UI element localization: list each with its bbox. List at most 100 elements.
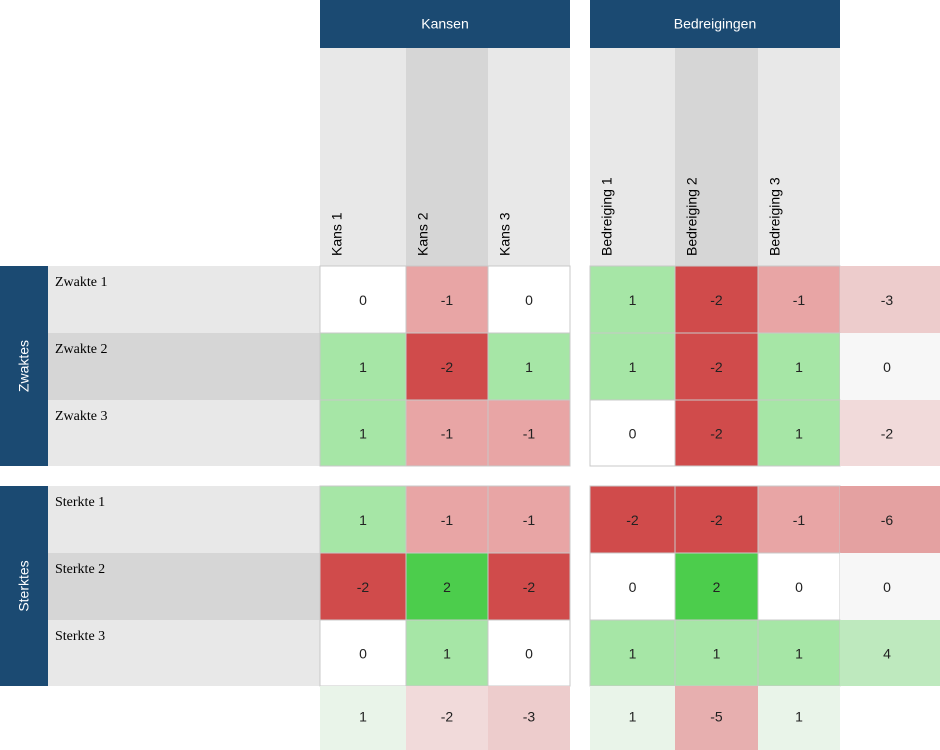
row-total-cell (840, 333, 940, 400)
row-total-cell (840, 400, 940, 466)
score-cell (319, 399, 407, 467)
score-value: 1 (629, 646, 637, 662)
column-total-cell (488, 686, 570, 750)
score-value: -2 (710, 292, 723, 308)
score-cell (674, 265, 759, 334)
column-group-title: Bedreigingen (674, 16, 757, 32)
score-cell (757, 552, 841, 621)
score-cell (589, 332, 676, 401)
score-cell (589, 265, 676, 334)
row-total: -3 (881, 292, 894, 308)
score-cell (757, 265, 841, 334)
row-header (48, 266, 320, 333)
column-total: -5 (710, 709, 723, 725)
score-cell (487, 552, 571, 621)
column-group-header (320, 0, 570, 48)
column-total: -2 (441, 709, 454, 725)
row-total: 4 (883, 646, 891, 662)
column-header (488, 48, 570, 266)
column-header (406, 48, 488, 266)
column-total-cell (675, 686, 758, 750)
column-total: 1 (629, 709, 637, 725)
score-value: -1 (441, 512, 454, 528)
row-total-cell (840, 266, 940, 333)
column-label: Kans 3 (497, 212, 513, 256)
score-value: 1 (795, 646, 803, 662)
row-total: -6 (881, 512, 894, 528)
score-value: 1 (443, 646, 451, 662)
score-value: 1 (795, 426, 803, 442)
column-total-cell (406, 686, 488, 750)
score-cell (757, 619, 841, 687)
score-cell (405, 619, 489, 687)
row-label: Zwakte 2 (55, 342, 107, 357)
score-value: -1 (523, 426, 536, 442)
score-cell (674, 485, 759, 554)
row-group-title: Zwaktes (16, 340, 32, 392)
row-group-title: Sterktes (16, 560, 32, 611)
score-value: -2 (357, 579, 370, 595)
column-total-cell (320, 686, 406, 750)
score-cell (487, 485, 571, 554)
score-cell (589, 399, 676, 467)
score-cell (674, 619, 759, 687)
column-total: -3 (523, 709, 536, 725)
score-cell (757, 485, 841, 554)
row-total-cell (840, 553, 940, 620)
score-value: 1 (629, 292, 637, 308)
row-group-header (0, 266, 48, 466)
column-header (758, 48, 840, 266)
column-header (590, 48, 675, 266)
score-value: -1 (793, 292, 806, 308)
score-value: 1 (795, 359, 803, 375)
row-total: 0 (883, 359, 891, 375)
row-total-cell (840, 486, 940, 553)
score-cell (487, 399, 571, 467)
score-value: 1 (629, 359, 637, 375)
column-total-cell (590, 686, 675, 750)
score-cell (674, 552, 759, 621)
score-value: 1 (359, 359, 367, 375)
score-value: 1 (359, 426, 367, 442)
score-cell (405, 332, 489, 401)
score-cell (319, 619, 407, 687)
score-value: 1 (525, 359, 533, 375)
score-cell (589, 619, 676, 687)
score-value: -2 (626, 512, 639, 528)
column-label: Bedreiging 1 (599, 177, 615, 256)
row-header (48, 553, 320, 620)
score-value: -2 (523, 579, 536, 595)
score-cell (674, 399, 759, 467)
column-label: Bedreiging 2 (684, 177, 700, 256)
row-label: Sterkte 2 (55, 562, 105, 577)
column-header (675, 48, 758, 266)
score-value: -2 (710, 359, 723, 375)
score-value: -1 (793, 512, 806, 528)
score-value: -2 (710, 512, 723, 528)
column-group-title: Kansen (421, 16, 468, 32)
column-header (320, 48, 406, 266)
column-label: Bedreiging 3 (767, 177, 783, 256)
column-label: Kans 1 (329, 212, 345, 256)
score-value: 1 (713, 646, 721, 662)
score-cell (405, 399, 489, 467)
score-value: -2 (441, 359, 454, 375)
score-value: 0 (359, 646, 367, 662)
score-cell (487, 619, 571, 687)
score-value: 2 (443, 579, 451, 595)
column-group-header (590, 0, 840, 48)
column-total: 1 (795, 709, 803, 725)
score-cell (405, 485, 489, 554)
column-total: 1 (359, 709, 367, 725)
row-header (48, 333, 320, 400)
row-header (48, 620, 320, 686)
row-label: Sterkte 3 (55, 629, 105, 644)
row-label: Sterkte 1 (55, 495, 105, 510)
score-cell (487, 332, 571, 401)
score-cell (757, 332, 841, 401)
score-value: 0 (629, 426, 637, 442)
score-value: 0 (525, 646, 533, 662)
row-label: Zwakte 1 (55, 275, 107, 290)
row-total-cell (840, 620, 940, 686)
